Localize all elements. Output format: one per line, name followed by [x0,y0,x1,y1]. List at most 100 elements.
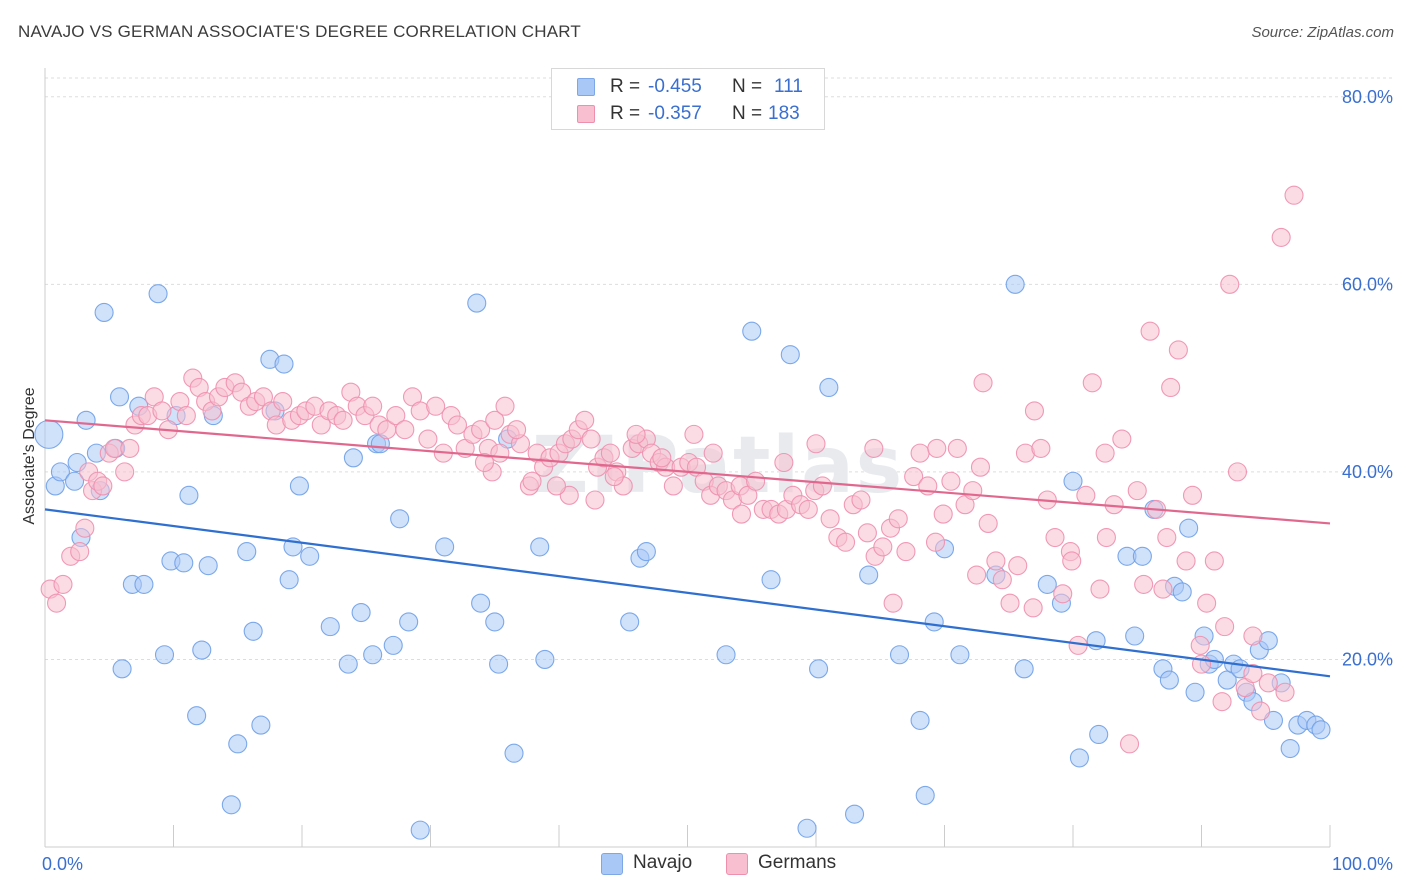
germans-point [522,471,542,491]
germans-point [53,574,73,594]
germans-point [363,396,383,416]
navajo-point [844,804,865,824]
navajo-point [109,387,130,407]
germans-point [581,429,601,449]
germans-point [585,490,605,510]
germans-point [1062,551,1082,571]
navajo-point [1069,748,1089,768]
germans-point [1220,274,1240,294]
germans-point [857,523,877,543]
germans-point [1082,373,1102,393]
germans-point [1119,734,1140,754]
legend-swatch-germans [577,105,595,123]
navajo-point [1132,546,1152,566]
germans-point [575,410,595,430]
navajo-point [620,612,640,632]
germans-point [604,467,624,487]
navajo-point [237,542,257,562]
navajo-point [351,602,371,623]
navajo-point [112,659,132,679]
germans-point [1271,227,1291,247]
germans-point [1243,626,1263,646]
navajo-point [279,570,299,590]
germans-point [1258,673,1278,693]
germans-point [703,443,723,463]
grid-lines [45,77,1393,660]
legend-n-value: 111 [774,76,803,97]
germans-point [1031,438,1051,458]
navajo-point [504,743,524,763]
germans-point [1190,635,1210,655]
navajo-point [1014,659,1034,679]
germans-point [426,396,446,416]
germans-point [812,476,832,496]
germans-point [1212,692,1232,712]
axis-labels: 20.0% 40.0% 60.0% 80.0% 0.0% 100.0% Associate'… [21,87,1393,874]
germans-point [684,424,704,444]
germans-point [1090,579,1110,599]
legend-r-label: R = [610,76,641,97]
navajo-point [859,565,879,585]
germans-point [474,452,495,473]
y-tick-label: 40.0% [1342,462,1393,482]
germans-point [978,513,998,534]
navajo-point [300,546,320,566]
chart-title: NAVAJO VS GERMAN ASSOCIATE'S DEGREE CORR… [18,22,581,41]
germans-point [1127,481,1147,501]
bottom-legend-label-navajo: Navajo [633,852,693,873]
germans-point [963,481,983,501]
navajo-point [1280,738,1300,759]
navajo-point [65,471,85,491]
germans-point [115,462,135,482]
navajo-point [915,785,935,805]
legend-r-label: R = [610,103,641,124]
navajo-point [363,645,383,665]
navajo-point [530,537,550,557]
germans-point [896,542,916,562]
germans-point [873,537,893,557]
germans-point [798,499,818,519]
germans-point [1076,485,1096,505]
navajo-point [435,537,455,557]
germans-point [471,420,491,440]
germans-point [507,420,527,440]
navajo-point [1263,710,1284,730]
germans-point [1112,429,1132,449]
navajo-point [1037,574,1057,594]
navajo-point [489,654,509,674]
germans-point [1176,551,1196,571]
germans-point [395,420,415,440]
navajo-point [192,640,212,660]
germans-point [1134,574,1154,594]
germans-point [120,438,140,458]
navajo-point [950,645,970,665]
germans-point [731,504,752,524]
germans-point [1182,485,1203,505]
navajo-point [1089,724,1109,745]
navajo-point [148,284,168,304]
trend-lines [44,419,1331,678]
y-tick-label: 20.0% [1342,649,1393,669]
navajo-point [761,570,781,590]
navajo-point [274,354,294,374]
germans-point [1243,663,1263,684]
germans-point [947,438,967,458]
legend-n-value: 183 [768,103,800,124]
germans-point [70,542,90,562]
germans-point [600,443,620,463]
navajo-point [34,419,64,449]
navajo-point [343,448,363,468]
navajo-point [383,635,403,655]
germans-point [495,396,515,416]
germans-point [1023,598,1043,618]
germans-point [1053,584,1073,604]
navajo-point [924,612,944,632]
navajo-point [243,621,263,641]
germans-point [1284,185,1304,205]
germans-point [910,443,930,463]
navajo-point [636,542,656,562]
germans-point [836,532,856,552]
bottom-legend-swatch-germans [726,853,748,875]
legend-swatch-navajo [577,78,595,96]
